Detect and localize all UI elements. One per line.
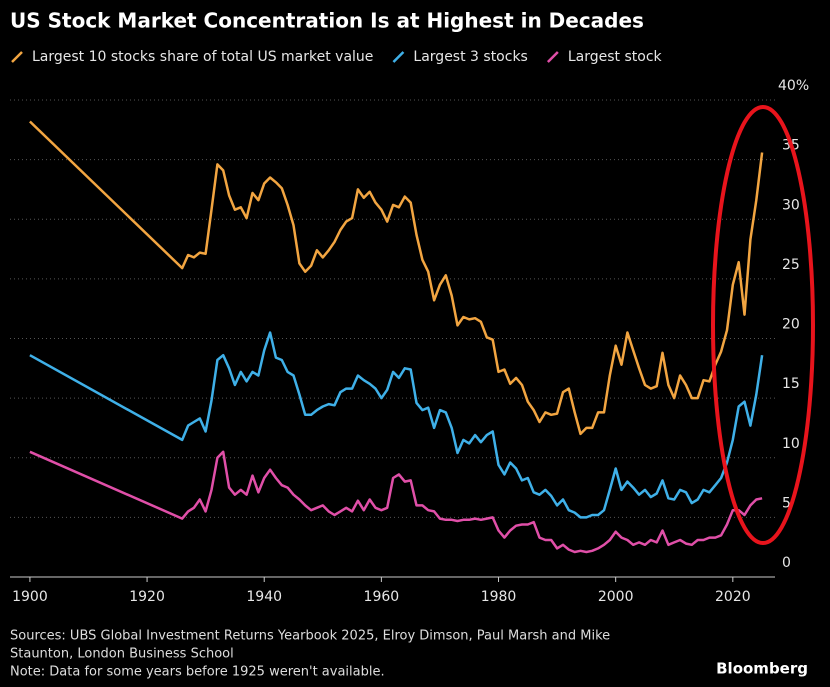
x-tick-label: 1940 [246,589,282,605]
y-tick-label: 30 [782,197,800,213]
chart-title: US Stock Market Concentration Is at High… [10,9,644,33]
x-tick-label: 1960 [364,589,400,605]
y-tick-label: 25 [782,257,800,273]
x-tick-label: 2020 [715,589,751,605]
legend-label: Largest stock [568,49,663,65]
note: Note: Data for some years before 1925 we… [10,665,385,680]
legend-swatch [11,51,23,63]
highlight-ellipse [711,105,815,545]
series-line [29,120,764,436]
brand: Bloomberg [716,660,808,678]
y-tick-label: 5 [782,495,791,511]
legend-label: Largest 10 stocks share of total US mark… [32,49,373,65]
y-tick-label: 40% [778,78,809,94]
legend-label: Largest 3 stocks [413,49,527,65]
series-line [29,450,763,554]
y-tick-label: 10 [782,436,800,452]
y-tick-label: 0 [782,555,791,571]
x-tick-label: 2000 [598,589,634,605]
series-line [29,331,764,519]
source-line: Sources: UBS Global Investment Returns Y… [10,629,610,644]
y-tick-label: 20 [782,317,800,333]
legend-swatch [546,51,559,63]
x-tick-label: 1920 [129,589,165,605]
x-tick-label: 1900 [12,589,48,605]
source-line: Staunton, London Business School [10,647,234,662]
legend-swatch [392,51,405,63]
x-tick-label: 1980 [481,589,517,605]
legend: Largest 10 stocks share of total US mark… [11,49,663,65]
y-tick-label: 15 [782,376,800,392]
